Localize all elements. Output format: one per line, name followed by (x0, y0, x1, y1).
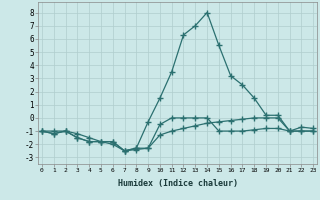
X-axis label: Humidex (Indice chaleur): Humidex (Indice chaleur) (118, 179, 238, 188)
